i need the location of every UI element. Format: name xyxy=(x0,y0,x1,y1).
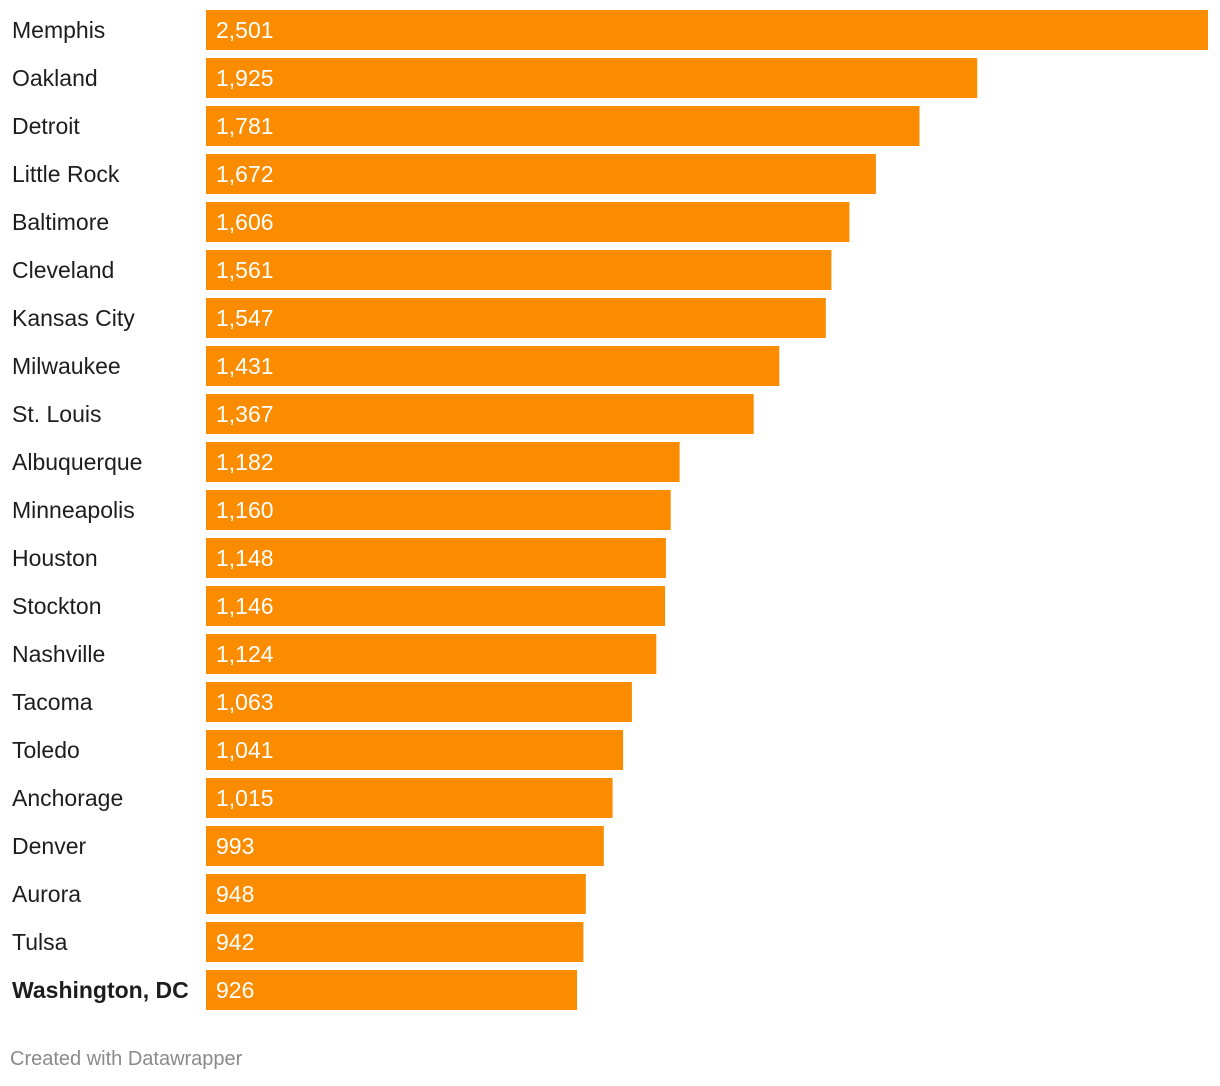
bar xyxy=(206,490,671,530)
category-label: St. Louis xyxy=(12,401,102,427)
category-label: Oakland xyxy=(12,65,98,91)
bar xyxy=(206,442,680,482)
value-label: 1,561 xyxy=(216,257,274,283)
bar xyxy=(206,538,666,578)
value-label: 948 xyxy=(216,881,254,907)
bar xyxy=(206,970,577,1010)
bar-row-denver: Denver 993 xyxy=(12,826,604,866)
bar-row-tacoma: Tacoma 1,063 xyxy=(12,682,632,722)
value-label: 1,606 xyxy=(216,209,274,235)
category-label: Nashville xyxy=(12,641,105,667)
bar-row-toledo: Toledo 1,041 xyxy=(12,730,624,770)
bar xyxy=(206,250,832,290)
category-label: Denver xyxy=(12,833,86,859)
category-label: Albuquerque xyxy=(12,449,142,475)
bar-row-nashville: Nashville 1,124 xyxy=(12,634,657,674)
bar-row-oakland: Oakland 1,925 xyxy=(12,58,978,98)
value-label: 1,182 xyxy=(216,449,274,475)
bar-row-baltimore: Baltimore 1,606 xyxy=(12,202,850,242)
bar xyxy=(206,154,876,194)
bar xyxy=(206,634,657,674)
value-label: 1,015 xyxy=(216,785,274,811)
category-label: Toledo xyxy=(12,737,80,763)
value-label: 1,672 xyxy=(216,161,274,187)
category-label: Milwaukee xyxy=(12,353,121,379)
bar xyxy=(206,922,584,962)
category-label: Minneapolis xyxy=(12,497,135,523)
bar-row-houston: Houston 1,148 xyxy=(12,538,666,578)
bar-row-tulsa: Tulsa 942 xyxy=(12,922,584,962)
bar xyxy=(206,10,1208,50)
value-label: 2,501 xyxy=(216,17,274,43)
bar xyxy=(206,586,666,626)
bar-row-milwaukee: Milwaukee 1,431 xyxy=(12,346,780,386)
category-label: Detroit xyxy=(12,113,80,139)
value-label: 942 xyxy=(216,929,254,955)
category-label: Washington, DC xyxy=(12,977,189,1003)
bar-row-cleveland: Cleveland 1,561 xyxy=(12,250,832,290)
value-label: 1,041 xyxy=(216,737,274,763)
bar xyxy=(206,106,920,146)
value-label: 1,547 xyxy=(216,305,274,331)
value-label: 1,160 xyxy=(216,497,274,523)
bar-row-kansas-city: Kansas City 1,547 xyxy=(12,298,826,338)
bar xyxy=(206,826,604,866)
category-label: Tulsa xyxy=(12,929,68,955)
bar xyxy=(206,874,586,914)
bar-row-little-rock: Little Rock 1,672 xyxy=(12,154,876,194)
value-label: 993 xyxy=(216,833,254,859)
bar-row-stockton: Stockton 1,146 xyxy=(12,586,666,626)
category-label: Kansas City xyxy=(12,305,135,331)
bar xyxy=(206,298,826,338)
value-label: 1,124 xyxy=(216,641,274,667)
category-label: Little Rock xyxy=(12,161,120,187)
bar-row-albuquerque: Albuquerque 1,182 xyxy=(12,442,680,482)
category-label: Houston xyxy=(12,545,98,571)
category-label: Memphis xyxy=(12,17,105,43)
bar xyxy=(206,682,632,722)
value-label: 1,431 xyxy=(216,353,274,379)
category-label: Stockton xyxy=(12,593,102,619)
bar-row-aurora: Aurora 948 xyxy=(12,874,586,914)
bar xyxy=(206,202,850,242)
category-label: Aurora xyxy=(12,881,81,907)
bar xyxy=(206,58,978,98)
bar-row-anchorage: Anchorage 1,015 xyxy=(12,778,613,818)
bar-row-st-louis: St. Louis 1,367 xyxy=(12,394,754,434)
bar-row-detroit: Detroit 1,781 xyxy=(12,106,920,146)
bar-row-minneapolis: Minneapolis 1,160 xyxy=(12,490,671,530)
category-label: Anchorage xyxy=(12,785,123,811)
bar xyxy=(206,394,754,434)
value-label: 1,925 xyxy=(216,65,274,91)
bar xyxy=(206,730,624,770)
value-label: 1,781 xyxy=(216,113,274,139)
bar-row-washington-dc: Washington, DC 926 xyxy=(12,970,577,1010)
category-label: Baltimore xyxy=(12,209,109,235)
value-label: 1,146 xyxy=(216,593,274,619)
category-label: Cleveland xyxy=(12,257,114,283)
value-label: 1,148 xyxy=(216,545,274,571)
value-label: 1,367 xyxy=(216,401,274,427)
value-label: 1,063 xyxy=(216,689,274,715)
value-label: 926 xyxy=(216,977,254,1003)
category-label: Tacoma xyxy=(12,689,93,715)
datawrapper-credit: Created with Datawrapper xyxy=(10,1048,243,1070)
bar xyxy=(206,346,780,386)
bar-row-memphis: Memphis 2,501 xyxy=(12,10,1208,50)
bar xyxy=(206,778,613,818)
bar-chart: Memphis 2,501 Oakland 1,925 Detroit 1,781 Litt… xyxy=(12,10,1208,1010)
